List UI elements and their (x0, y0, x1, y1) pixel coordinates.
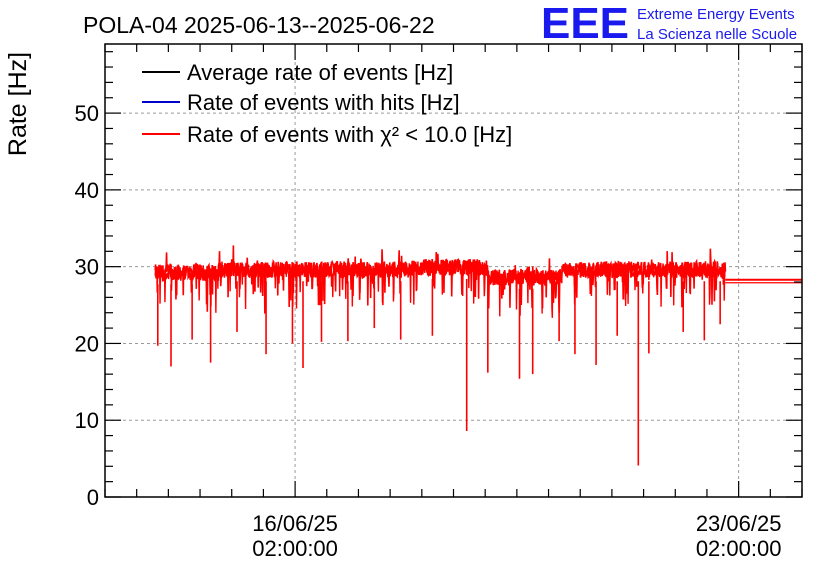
x-tick-label-time: 02:00:00 (696, 536, 782, 561)
chart-title: POLA-04 2025-06-13--2025-06-22 (83, 12, 435, 38)
series-line (154, 245, 727, 314)
y-tick-label: 30 (75, 255, 99, 280)
x-tick-label-time: 02:00:00 (252, 536, 338, 561)
x-tick-label-date: 23/06/25 (696, 511, 782, 536)
y-tick-label: 10 (75, 408, 99, 433)
series-line-dense (154, 258, 726, 318)
y-tick-label: 20 (75, 331, 99, 356)
x-tick-label-date: 16/06/25 (252, 511, 338, 536)
legend-label: Rate of events with hits [Hz] (187, 90, 460, 115)
legend: Average rate of events [Hz] Rate of event… (142, 60, 512, 147)
eee-logo: EEE (541, 0, 629, 48)
y-axis-ticks: 0 10 20 30 40 50 (75, 51, 802, 510)
y-axis-label: Rate [Hz] (4, 52, 32, 156)
legend-label: Rate of events with χ² < 10.0 [Hz] (187, 122, 512, 147)
brand-line-1: Extreme Energy Events (637, 6, 795, 23)
y-tick-label: 40 (75, 178, 99, 203)
legend-label: Average rate of events [Hz] (187, 60, 453, 85)
y-tick-label: 50 (75, 101, 99, 126)
series-chi2-rate (154, 245, 802, 466)
y-tick-label: 0 (87, 485, 99, 510)
brand-line-2: La Scienza nelle Scuole (637, 26, 797, 43)
